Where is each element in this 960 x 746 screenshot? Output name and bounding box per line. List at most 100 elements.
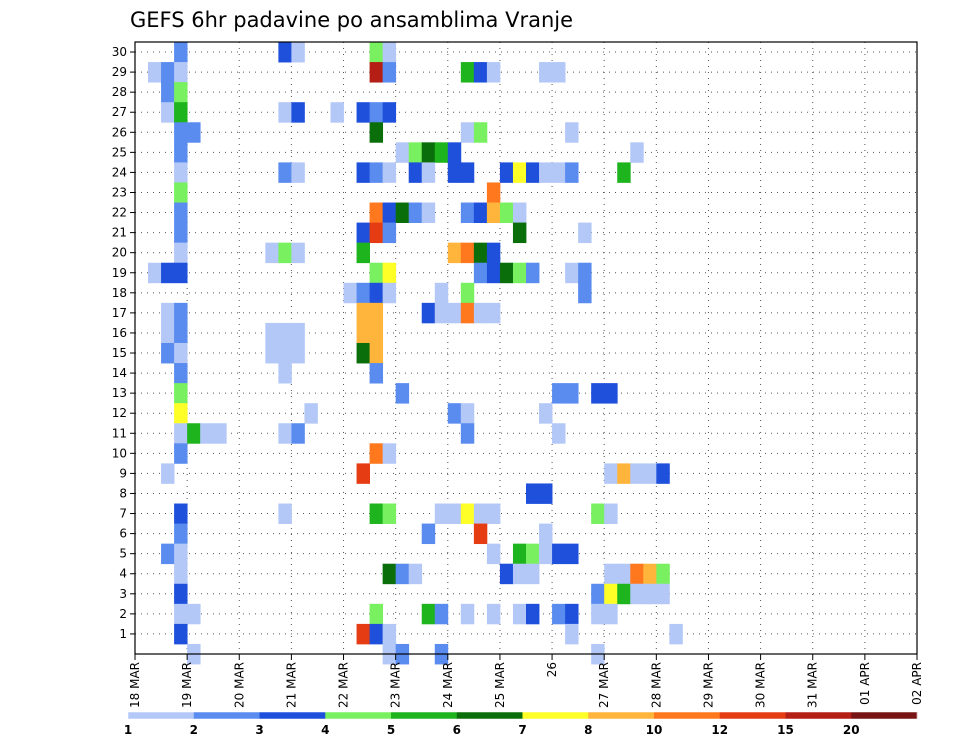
heatmap-cell — [447, 242, 462, 264]
heatmap-cell — [486, 62, 501, 83]
heatmap-cell — [382, 282, 397, 304]
y-tick-label: 8 — [119, 486, 127, 500]
heatmap-cell — [174, 363, 188, 384]
y-tick-label: 18 — [112, 286, 127, 300]
heatmap-cell — [460, 202, 475, 223]
heatmap-cell — [421, 302, 436, 324]
heatmap-cell — [174, 122, 188, 143]
heatmap-cell — [174, 42, 188, 63]
heatmap-cell — [291, 42, 305, 63]
heatmap-cell — [174, 142, 188, 163]
y-tick-label: 30 — [112, 45, 127, 59]
y-tick-label: 3 — [119, 587, 127, 601]
heatmap-cell — [174, 62, 188, 83]
heatmap-cell — [473, 302, 488, 324]
heatmap-cell — [161, 463, 175, 484]
heatmap-cell — [174, 503, 188, 524]
heatmap-cell — [526, 543, 540, 565]
heatmap-cell — [460, 603, 475, 625]
heatmap-cell — [174, 202, 188, 223]
heatmap-cell — [382, 102, 397, 123]
heatmap-cell — [656, 463, 670, 484]
heatmap-cell — [447, 403, 462, 424]
heatmap-cell — [565, 122, 579, 143]
y-tick-label: 23 — [112, 185, 127, 199]
legend-label: 7 — [518, 723, 526, 737]
heatmap-cell — [174, 443, 188, 464]
heatmap-cell — [617, 583, 631, 605]
y-tick-label: 10 — [112, 446, 127, 460]
heatmap-cell — [278, 423, 292, 444]
heatmap-cell — [174, 403, 188, 424]
heatmap-cell — [174, 102, 188, 123]
heatmap-cell — [278, 102, 292, 123]
heatmap-cell — [434, 603, 449, 625]
y-tick-label: 5 — [119, 547, 127, 561]
heatmap-cell — [460, 503, 475, 524]
heatmap-cell — [421, 142, 436, 163]
heatmap-cell — [656, 583, 670, 605]
legend-swatch — [259, 712, 326, 719]
heatmap-cell — [421, 162, 436, 183]
heatmap-cell — [174, 603, 188, 625]
heatmap-cell — [408, 202, 423, 223]
y-tick-label: 7 — [119, 507, 127, 521]
heatmap-cell — [161, 342, 175, 364]
heatmap-cell — [604, 383, 618, 404]
heatmap-cell — [630, 463, 644, 484]
heatmap-cell — [526, 603, 540, 625]
heatmap-cell — [473, 503, 488, 524]
heatmap-cell — [421, 603, 436, 625]
heatmap-cell — [369, 322, 384, 344]
heatmap-cell — [174, 322, 188, 344]
heatmap-cell — [278, 162, 292, 183]
heatmap-cell — [512, 563, 527, 585]
heatmap-cell — [552, 423, 566, 444]
legend-outline — [127, 711, 918, 720]
x-tick-label: 22 MAR — [337, 662, 351, 708]
heatmap-cell — [174, 623, 188, 645]
heatmap-cell — [460, 302, 475, 324]
heatmap-cell — [578, 222, 592, 244]
heatmap-cell — [486, 603, 501, 625]
y-tick-label: 25 — [112, 145, 127, 159]
heatmap-cell — [552, 603, 566, 625]
heatmap-cell — [486, 543, 501, 565]
heatmap-cell — [460, 122, 475, 143]
heatmap-cell — [161, 543, 175, 565]
legend-label: 10 — [646, 723, 663, 737]
y-tick-label: 9 — [119, 466, 127, 480]
heatmap-cell — [213, 423, 227, 444]
legend-swatch — [851, 712, 918, 719]
heatmap-cell — [265, 342, 279, 364]
heatmap-cell — [512, 202, 527, 223]
x-tick-label: 19 MAR — [180, 662, 194, 708]
heatmap-cell — [278, 42, 292, 63]
heatmap-cell — [539, 162, 553, 183]
heatmap-cell — [174, 543, 188, 565]
heatmap-cell — [395, 142, 410, 163]
heatmap-cell — [499, 202, 514, 223]
legend-swatch — [785, 712, 852, 719]
heatmap-cell — [604, 603, 618, 625]
heatmap-cell — [369, 282, 384, 304]
heatmap-cell — [486, 503, 501, 524]
heatmap-cell — [552, 383, 566, 404]
heatmap-cell — [643, 463, 657, 484]
legend-label: 6 — [453, 723, 461, 737]
heatmap-cell — [512, 222, 527, 244]
heatmap-cell — [382, 623, 397, 645]
heatmap-cell — [460, 403, 475, 424]
heatmap-cell — [369, 603, 384, 625]
heatmap-cell — [578, 282, 592, 304]
heatmap-cell — [565, 603, 579, 625]
y-tick-label: 15 — [112, 346, 127, 360]
legend-label: 4 — [321, 723, 329, 737]
x-tick-label: 28 MAR — [649, 662, 663, 708]
heatmap-cell — [174, 262, 188, 284]
heatmap-cell — [161, 102, 175, 123]
heatmap-cell — [174, 523, 188, 545]
heatmap-cell — [382, 42, 397, 63]
legend-swatch — [128, 712, 195, 719]
y-tick-label: 6 — [119, 527, 127, 541]
